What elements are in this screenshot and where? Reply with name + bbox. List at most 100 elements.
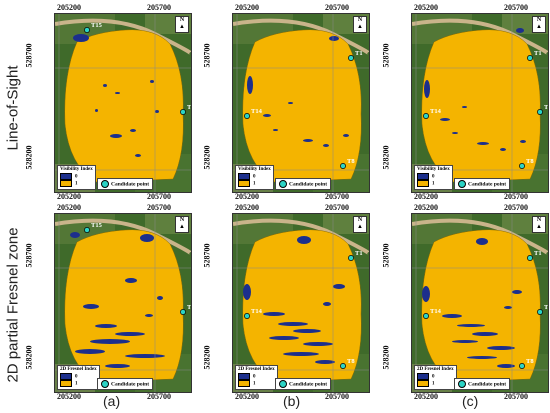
index-zero-patch: [497, 364, 515, 368]
x-tick-label: 205200: [414, 203, 438, 212]
index-zero-patch: [90, 339, 130, 344]
index-zero-patch: [105, 364, 130, 368]
x-tick-label: 205200: [235, 192, 259, 201]
candidate-point-icon: [458, 180, 466, 188]
legend-value: 0: [432, 174, 435, 180]
index-zero-patch: [452, 132, 458, 134]
index-zero-patch: [424, 80, 430, 98]
index-zero-patch: [155, 110, 159, 113]
candidate-point-label: T8: [347, 158, 355, 165]
candidate-point-marker: [84, 27, 90, 33]
candidate-point-label: T1: [534, 250, 542, 257]
legend-swatch: [417, 372, 429, 380]
candidate-point-legend: Candidate point: [97, 378, 154, 390]
index-zero-patch: [422, 286, 430, 302]
index-area: [421, 29, 541, 183]
index-legend: 2D Fresnel Index 0 1: [57, 364, 100, 390]
legend-entry: 0: [417, 172, 450, 181]
y-tick-label: 528200: [381, 145, 391, 170]
index-area: [242, 29, 362, 183]
candidate-point-marker: [340, 163, 346, 169]
index-zero-patch: [150, 80, 154, 83]
index-zero-patch: [288, 102, 293, 104]
x-tick-label: 205700: [504, 3, 528, 12]
candidate-point-text: Candidate point: [111, 381, 150, 388]
index-legend: Visibility Index 0 1: [57, 164, 96, 190]
candidate-point-label: T1: [534, 50, 542, 57]
index-zero-patch: [75, 349, 105, 354]
index-zero-patch: [110, 134, 122, 138]
legend-entry: 0: [238, 372, 275, 381]
north-arrow-icon: N ▲: [353, 16, 367, 33]
north-arrow-icon: N ▲: [532, 216, 546, 233]
index-zero-patch: [103, 84, 107, 87]
candidate-point-marker: [527, 55, 533, 61]
candidate-point-label: T1: [355, 250, 363, 257]
legend-entry: 0: [417, 372, 454, 381]
index-zero-patch: [125, 354, 165, 358]
x-tick-label: 205200: [235, 3, 259, 12]
map-area: T1 T6 T14 T8 N▲ 2D Fresnel Index 0 1 Candidate p…: [411, 213, 549, 393]
x-tick-label: 205200: [414, 392, 438, 401]
y-tick-label: 528700: [24, 243, 34, 268]
candidate-point-text: Candidate point: [468, 381, 507, 388]
map-area: T1 T6 T14 T8 N▲ Visibility Index 0 1 Candidate p…: [411, 13, 549, 193]
candidate-point-label: T8: [347, 358, 355, 365]
map-panel: 2052002057002052002057005287005282005287…: [382, 203, 550, 403]
index-zero-patch: [343, 134, 349, 137]
map-area: T1 T14 T8 N ▲ 2D Fresnel Index 0 1 Candidate poi…: [232, 213, 370, 393]
index-zero-patch: [283, 352, 319, 356]
index-area: [64, 229, 184, 383]
map-panel: 2052002057002052002057005287005282005287…: [203, 203, 385, 403]
index-zero-patch: [323, 302, 331, 306]
map-panel: 2052002057002052002057005287005282005287…: [382, 3, 550, 203]
x-tick-label: 205200: [57, 203, 81, 212]
legend-value: 1: [253, 382, 256, 387]
map-area: T15 T6 N▲ 2D Fresnel Index 0 1 Candidate point: [54, 213, 192, 393]
index-zero-patch: [273, 129, 278, 131]
candidate-point-marker: [423, 313, 429, 319]
y-tick-label: 528700: [202, 43, 212, 68]
legend-value: 0: [75, 374, 78, 380]
index-zero-patch: [263, 312, 285, 316]
index-zero-patch: [73, 34, 89, 42]
map-area: T1 T14 T8 N ▲ Visibility Index 0 1 Candidate poi…: [232, 13, 370, 193]
row-label-text: Line-of-Sight: [4, 65, 22, 151]
candidate-point-legend: Candidate point: [97, 178, 154, 190]
index-zero-patch: [500, 148, 506, 151]
legend-swatch: [60, 180, 72, 188]
index-legend: Visibility Index 0 1: [235, 164, 274, 190]
index-zero-patch: [278, 322, 308, 326]
legend-entry: 1: [417, 380, 454, 388]
index-zero-patch: [457, 324, 485, 327]
candidate-point-marker: [244, 113, 250, 119]
index-zero-patch: [130, 129, 136, 132]
x-tick-label: 205700: [147, 203, 171, 212]
index-zero-patch: [135, 154, 141, 157]
legend-entry: 0: [60, 372, 97, 381]
candidate-point-legend: Candidate point: [275, 378, 332, 390]
index-area: [242, 229, 362, 383]
index-zero-patch: [487, 346, 515, 350]
candidate-point-label: T14: [251, 308, 262, 315]
candidate-point-marker: [348, 55, 354, 61]
candidate-point-label: T15: [91, 22, 102, 29]
candidate-point-marker: [244, 313, 250, 319]
index-zero-patch: [520, 140, 526, 143]
candidate-point-label: T14: [430, 308, 441, 315]
map-area: T15 T6 N▲ Visibility Index 0 1 Candidate point: [54, 13, 192, 193]
index-zero-patch: [440, 118, 450, 121]
index-zero-patch: [269, 336, 299, 340]
x-tick-label: 205200: [57, 392, 81, 401]
column-label-a: (a): [103, 393, 121, 409]
legend-value: 0: [432, 374, 435, 380]
x-tick-label: 205700: [325, 192, 349, 201]
legend-entry: 1: [60, 380, 97, 388]
candidate-point-marker: [537, 109, 543, 115]
index-zero-patch: [243, 284, 251, 300]
index-zero-patch: [333, 284, 345, 289]
legend-entry: 0: [238, 172, 271, 181]
index-zero-patch: [293, 329, 321, 333]
index-zero-patch: [247, 76, 253, 94]
north-arrow-icon: N ▲: [532, 16, 546, 33]
